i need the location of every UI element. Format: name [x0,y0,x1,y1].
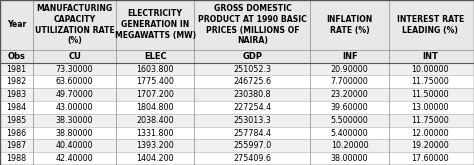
Text: INT: INT [422,52,438,61]
Text: 1393.200: 1393.200 [137,141,174,150]
Text: INFLATION
RATE (%): INFLATION RATE (%) [327,15,373,35]
Text: 38.30000: 38.30000 [56,116,93,125]
Text: 11.75000: 11.75000 [411,77,449,86]
Text: 1603.800: 1603.800 [137,65,174,74]
Text: 42.40000: 42.40000 [56,154,93,163]
Text: 275409.6: 275409.6 [233,154,272,163]
Text: MANUFACTURING
CAPACITY
UTILIZATION RATE
(%): MANUFACTURING CAPACITY UTILIZATION RATE … [35,4,115,45]
Text: 12.00000: 12.00000 [411,129,449,138]
Text: ELECTRICITY
GENERATION IN
MEGAWATTS (MW): ELECTRICITY GENERATION IN MEGAWATTS (MW) [115,10,196,40]
Text: 2038.400: 2038.400 [137,116,174,125]
Text: 73.30000: 73.30000 [56,65,93,74]
Bar [0,139,474,152]
Text: 1804.800: 1804.800 [137,103,174,112]
Text: 7.700000: 7.700000 [331,77,368,86]
Text: 1981: 1981 [7,65,27,74]
Text: 43.00000: 43.00000 [56,103,93,112]
Text: 257784.4: 257784.4 [233,129,272,138]
Bar [0,127,474,139]
Text: 1987: 1987 [7,141,27,150]
Text: 1707.200: 1707.200 [137,90,174,99]
Text: INTEREST RATE
LEADING (%): INTEREST RATE LEADING (%) [397,15,464,35]
Bar [0,114,474,127]
Text: 1982: 1982 [7,77,27,86]
Text: 40.40000: 40.40000 [56,141,93,150]
Text: 5.500000: 5.500000 [331,116,368,125]
Text: 1331.800: 1331.800 [137,129,174,138]
Bar [0,0,474,50]
Text: 38.00000: 38.00000 [331,154,368,163]
Text: GROSS DOMESTIC
PRODUCT AT 1990 BASIC
PRICES (MILLIONS OF
NAIRA): GROSS DOMESTIC PRODUCT AT 1990 BASIC PRI… [198,4,307,45]
Text: 38.80000: 38.80000 [56,129,93,138]
Bar [0,50,474,63]
Text: CU: CU [68,52,81,61]
Text: 1775.400: 1775.400 [137,77,174,86]
Bar [0,63,474,76]
Text: 19.20000: 19.20000 [411,141,449,150]
Text: 1404.200: 1404.200 [137,154,174,163]
Text: 49.70000: 49.70000 [56,90,93,99]
Text: 251052.3: 251052.3 [233,65,272,74]
Text: 20.90000: 20.90000 [331,65,368,74]
Text: 1983: 1983 [7,90,27,99]
Text: Year: Year [7,20,26,29]
Text: 255997.0: 255997.0 [233,141,272,150]
Bar [0,88,474,101]
Text: ELEC: ELEC [144,52,166,61]
Text: 227254.4: 227254.4 [233,103,272,112]
Text: 1985: 1985 [7,116,27,125]
Bar [0,101,474,114]
Text: 11.75000: 11.75000 [411,116,449,125]
Text: 253013.3: 253013.3 [234,116,271,125]
Text: 10.00000: 10.00000 [411,65,449,74]
Text: GDP: GDP [242,52,263,61]
Bar [0,76,474,88]
Text: 230380.8: 230380.8 [234,90,271,99]
Text: 23.20000: 23.20000 [331,90,368,99]
Text: 5.400000: 5.400000 [331,129,368,138]
Text: 10.20000: 10.20000 [331,141,368,150]
Text: 1988: 1988 [7,154,27,163]
Text: 1986: 1986 [7,129,27,138]
Text: 17.60000: 17.60000 [411,154,449,163]
Text: 13.00000: 13.00000 [411,103,449,112]
Text: Obs: Obs [8,52,26,61]
Text: 63.60000: 63.60000 [56,77,93,86]
Text: 39.60000: 39.60000 [331,103,368,112]
Text: 11.50000: 11.50000 [411,90,449,99]
Bar [0,152,474,165]
Text: INF: INF [342,52,357,61]
Text: 1984: 1984 [7,103,27,112]
Text: 246725.6: 246725.6 [233,77,272,86]
